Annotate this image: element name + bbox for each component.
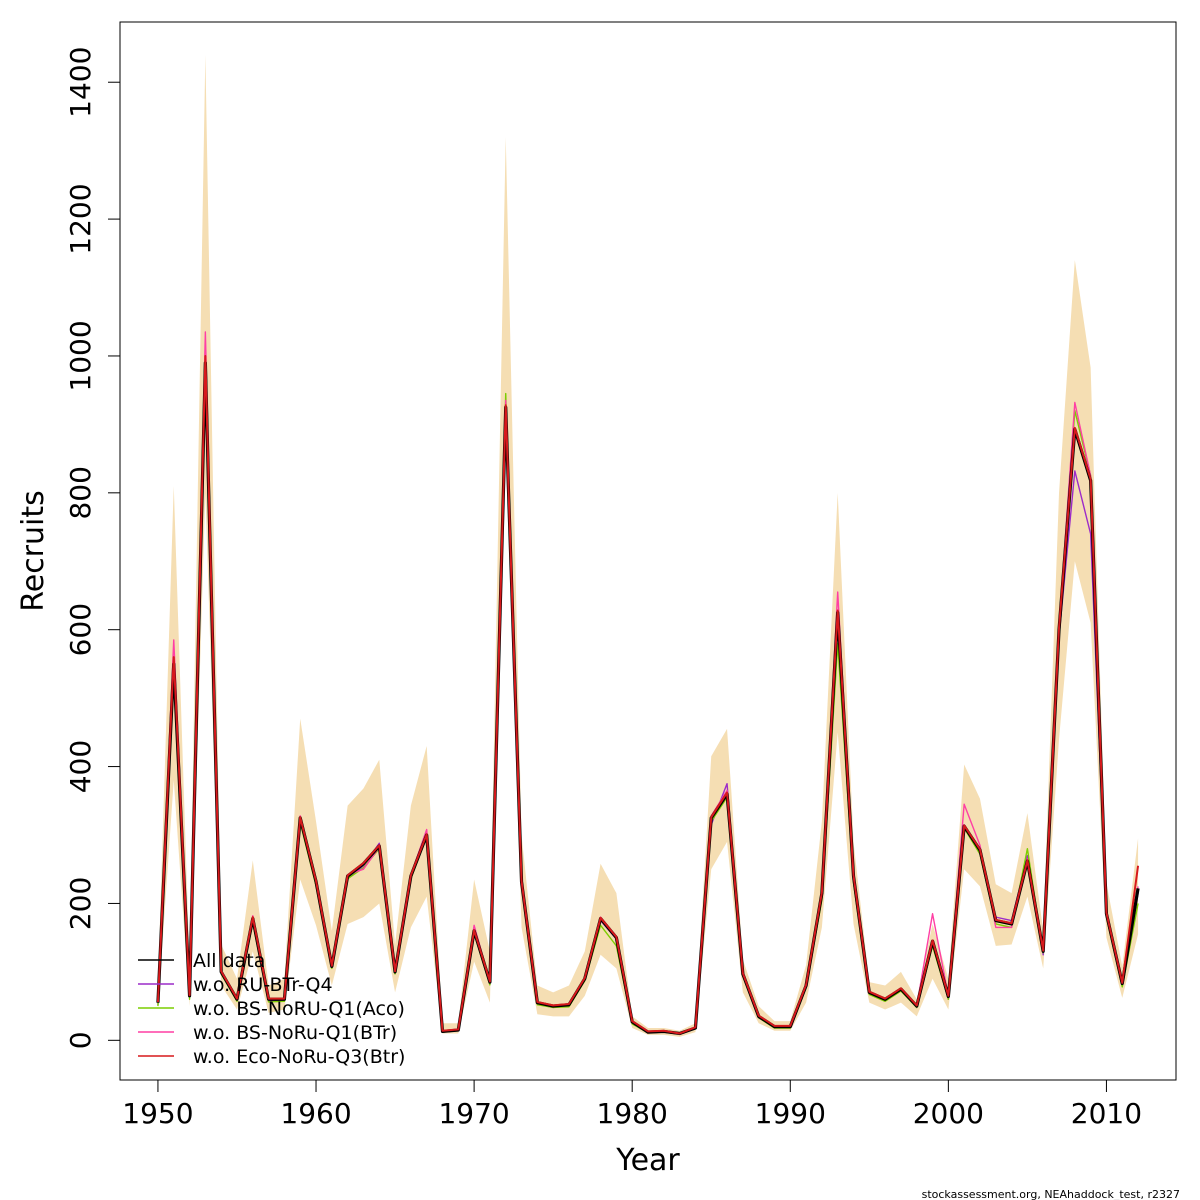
y-tick-label: 1200 — [64, 183, 97, 254]
x-tick-label: 2010 — [1071, 1097, 1142, 1130]
y-tick-label: 200 — [64, 877, 97, 930]
footer-annotation: stockassessment.org, NEAhaddock_test, r2… — [922, 1188, 1180, 1200]
x-tick-label: 1950 — [122, 1097, 193, 1130]
x-axis-title: Year — [615, 1143, 680, 1178]
x-tick-label: 1960 — [280, 1097, 351, 1130]
y-axis-title: Recruits — [16, 490, 51, 612]
y-tick-label: 800 — [64, 466, 97, 519]
x-tick-label: 1980 — [597, 1097, 668, 1130]
legend-label-3: w.o. BS-NoRu-Q1(BTr) — [193, 1022, 397, 1044]
legend-label-1: w.o. RU-BTr-Q4 — [193, 974, 333, 996]
y-tick-label: 1000 — [64, 320, 97, 391]
x-axis: 1950 1960 1970 1980 1990 2000 2010 — [122, 1079, 1142, 1130]
x-tick-label: 1970 — [438, 1097, 509, 1130]
y-tick-label: 600 — [64, 603, 97, 656]
x-tick-label: 1990 — [755, 1097, 826, 1130]
series-layer — [156, 331, 1140, 1036]
legend-label-0: All data — [193, 950, 265, 972]
series-line-4 — [156, 354, 1140, 1035]
y-tick-label: 0 — [64, 1031, 97, 1049]
y-axis: 0 200 400 600 800 1000 1200 1400 — [64, 47, 121, 1049]
y-tick-label: 1400 — [64, 47, 97, 118]
legend-label-2: w.o. BS-NoRU-Q1(Aco) — [193, 998, 405, 1020]
x-tick-label: 2000 — [913, 1097, 984, 1130]
y-tick-label: 400 — [64, 740, 97, 793]
legend-label-4: w.o. Eco-NoRu-Q3(Btr) — [193, 1046, 405, 1068]
